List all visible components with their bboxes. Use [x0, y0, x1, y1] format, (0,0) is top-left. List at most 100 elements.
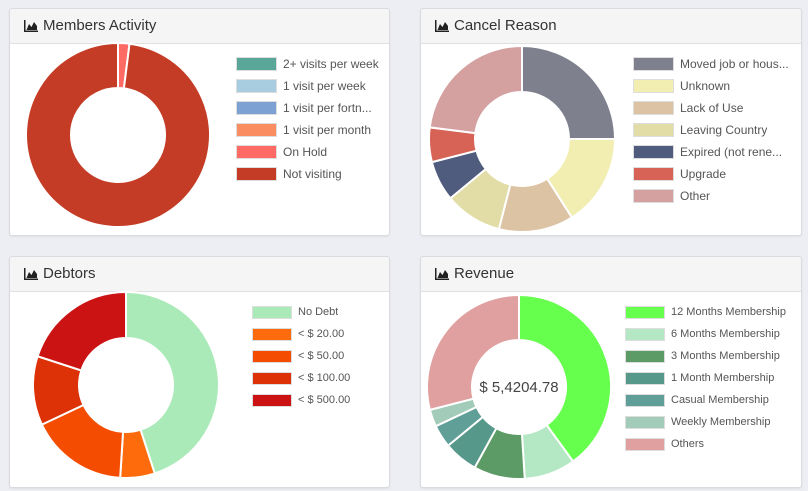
- area-chart-icon: [24, 20, 38, 32]
- donut-center-total: $ 5,4204.78: [479, 379, 558, 396]
- area-chart-icon: [435, 20, 449, 32]
- legend-swatch: [252, 393, 292, 407]
- panel-title: Debtors: [43, 265, 96, 282]
- legend-swatch: [625, 305, 665, 319]
- legend-swatch: [633, 101, 674, 115]
- legend-label: Moved job or hous...: [680, 57, 789, 71]
- legend-label: Others: [671, 438, 705, 450]
- legend-item[interactable]: Expired (not rene...: [633, 141, 797, 163]
- donut-segment[interactable]: [426, 293, 520, 412]
- chart-legend: 12 Months Membership 6 Months Membership…: [625, 301, 797, 455]
- legend-item[interactable]: Leaving Country: [633, 119, 797, 141]
- legend-item[interactable]: Weekly Membership: [625, 411, 797, 433]
- legend-label: Unknown: [680, 79, 731, 93]
- legend-label: On Hold: [283, 145, 328, 159]
- legend-item[interactable]: 1 visit per month: [236, 119, 384, 141]
- donut-segment[interactable]: [36, 290, 127, 372]
- legend-swatch: [236, 145, 277, 159]
- cancel-reason-panel: Cancel Reason Moved job or hous... Unkno…: [420, 8, 802, 236]
- members-activity-panel: Members Activity 2+ visits per week 1 vi…: [9, 8, 390, 236]
- donut-chart: [32, 290, 220, 479]
- legend-label: < $ 500.00: [298, 394, 351, 406]
- legend-item[interactable]: 1 visit per week: [236, 75, 384, 97]
- legend-swatch: [633, 167, 674, 181]
- legend-swatch: [236, 101, 277, 115]
- area-chart-icon: [24, 268, 38, 280]
- panel-header: Revenue: [421, 257, 801, 292]
- donut-segment[interactable]: [125, 290, 220, 475]
- donut-segment[interactable]: [521, 44, 617, 140]
- legend-swatch: [625, 393, 665, 407]
- legend-label: Upgrade: [680, 167, 727, 181]
- legend-item[interactable]: Not visiting: [236, 163, 384, 185]
- legend-item[interactable]: Others: [625, 433, 797, 455]
- legend-item[interactable]: 1 visit per fortn...: [236, 97, 384, 119]
- legend-item[interactable]: On Hold: [236, 141, 384, 163]
- legend-label: Other: [680, 189, 711, 203]
- legend-item[interactable]: Moved job or hous...: [633, 53, 797, 75]
- legend-swatch: [633, 145, 674, 159]
- panel-header: Debtors: [10, 257, 389, 292]
- debtors-panel: Debtors No Debt < $ 20.00 < $ 50.00 < $ …: [9, 256, 390, 488]
- legend-label: 1 visit per week: [283, 79, 366, 93]
- legend-swatch: [236, 167, 277, 181]
- legend-item[interactable]: Casual Membership: [625, 389, 797, 411]
- donut-chart: [428, 44, 617, 233]
- legend-swatch: [252, 371, 292, 385]
- legend-label: 1 Month Membership: [671, 372, 775, 384]
- panel-header: Cancel Reason: [421, 9, 801, 44]
- legend-label: < $ 20.00: [298, 328, 345, 340]
- legend-label: 1 visit per month: [283, 123, 372, 137]
- legend-item[interactable]: 12 Months Membership: [625, 301, 797, 323]
- legend-label: Leaving Country: [680, 123, 768, 137]
- chart-legend: No Debt < $ 20.00 < $ 50.00 < $ 100.00 <…: [252, 301, 382, 411]
- donut-segment[interactable]: [25, 41, 211, 228]
- legend-item[interactable]: 6 Months Membership: [625, 323, 797, 345]
- donut-segment[interactable]: [518, 293, 612, 463]
- legend-label: Lack of Use: [680, 101, 744, 115]
- legend-swatch: [633, 189, 674, 203]
- legend-label: < $ 50.00: [298, 350, 345, 362]
- legend-item[interactable]: < $ 20.00: [252, 323, 382, 345]
- legend-swatch: [633, 123, 674, 137]
- legend-item[interactable]: 2+ visits per week: [236, 53, 384, 75]
- legend-swatch: [633, 57, 674, 71]
- legend-swatch: [633, 79, 674, 93]
- legend-label: 3 Months Membership: [671, 350, 780, 362]
- legend-item[interactable]: < $ 50.00: [252, 345, 382, 367]
- legend-swatch: [625, 371, 665, 385]
- legend-item[interactable]: 1 Month Membership: [625, 367, 797, 389]
- chart-legend: Moved job or hous... Unknown Lack of Use…: [633, 53, 797, 207]
- legend-swatch: [252, 327, 292, 341]
- legend-label: 2+ visits per week: [283, 57, 379, 71]
- legend-item[interactable]: Other: [633, 185, 797, 207]
- legend-label: Expired (not rene...: [680, 145, 783, 159]
- legend-label: 1 visit per fortn...: [283, 101, 372, 115]
- legend-swatch: [625, 437, 665, 451]
- legend-swatch: [252, 349, 292, 363]
- legend-swatch: [625, 327, 665, 341]
- legend-label: Weekly Membership: [671, 416, 771, 428]
- donut-segment[interactable]: [428, 44, 523, 135]
- legend-swatch: [252, 305, 292, 319]
- legend-item[interactable]: Unknown: [633, 75, 797, 97]
- legend-item[interactable]: No Debt: [252, 301, 382, 323]
- legend-item[interactable]: Lack of Use: [633, 97, 797, 119]
- legend-item[interactable]: 3 Months Membership: [625, 345, 797, 367]
- chart-legend: 2+ visits per week 1 visit per week 1 vi…: [236, 53, 384, 185]
- panel-title: Cancel Reason: [454, 17, 557, 34]
- legend-label: < $ 100.00: [298, 372, 351, 384]
- legend-swatch: [236, 79, 277, 93]
- legend-label: Not visiting: [283, 167, 342, 181]
- legend-item[interactable]: Upgrade: [633, 163, 797, 185]
- panel-header: Members Activity: [10, 9, 389, 44]
- legend-swatch: [236, 57, 277, 71]
- panel-title: Revenue: [454, 265, 515, 282]
- legend-item[interactable]: < $ 100.00: [252, 367, 382, 389]
- legend-label: No Debt: [298, 306, 339, 318]
- legend-item[interactable]: < $ 500.00: [252, 389, 382, 411]
- panel-title: Members Activity: [43, 17, 157, 34]
- legend-swatch: [625, 349, 665, 363]
- legend-label: 12 Months Membership: [671, 306, 786, 318]
- legend-label: Casual Membership: [671, 394, 769, 406]
